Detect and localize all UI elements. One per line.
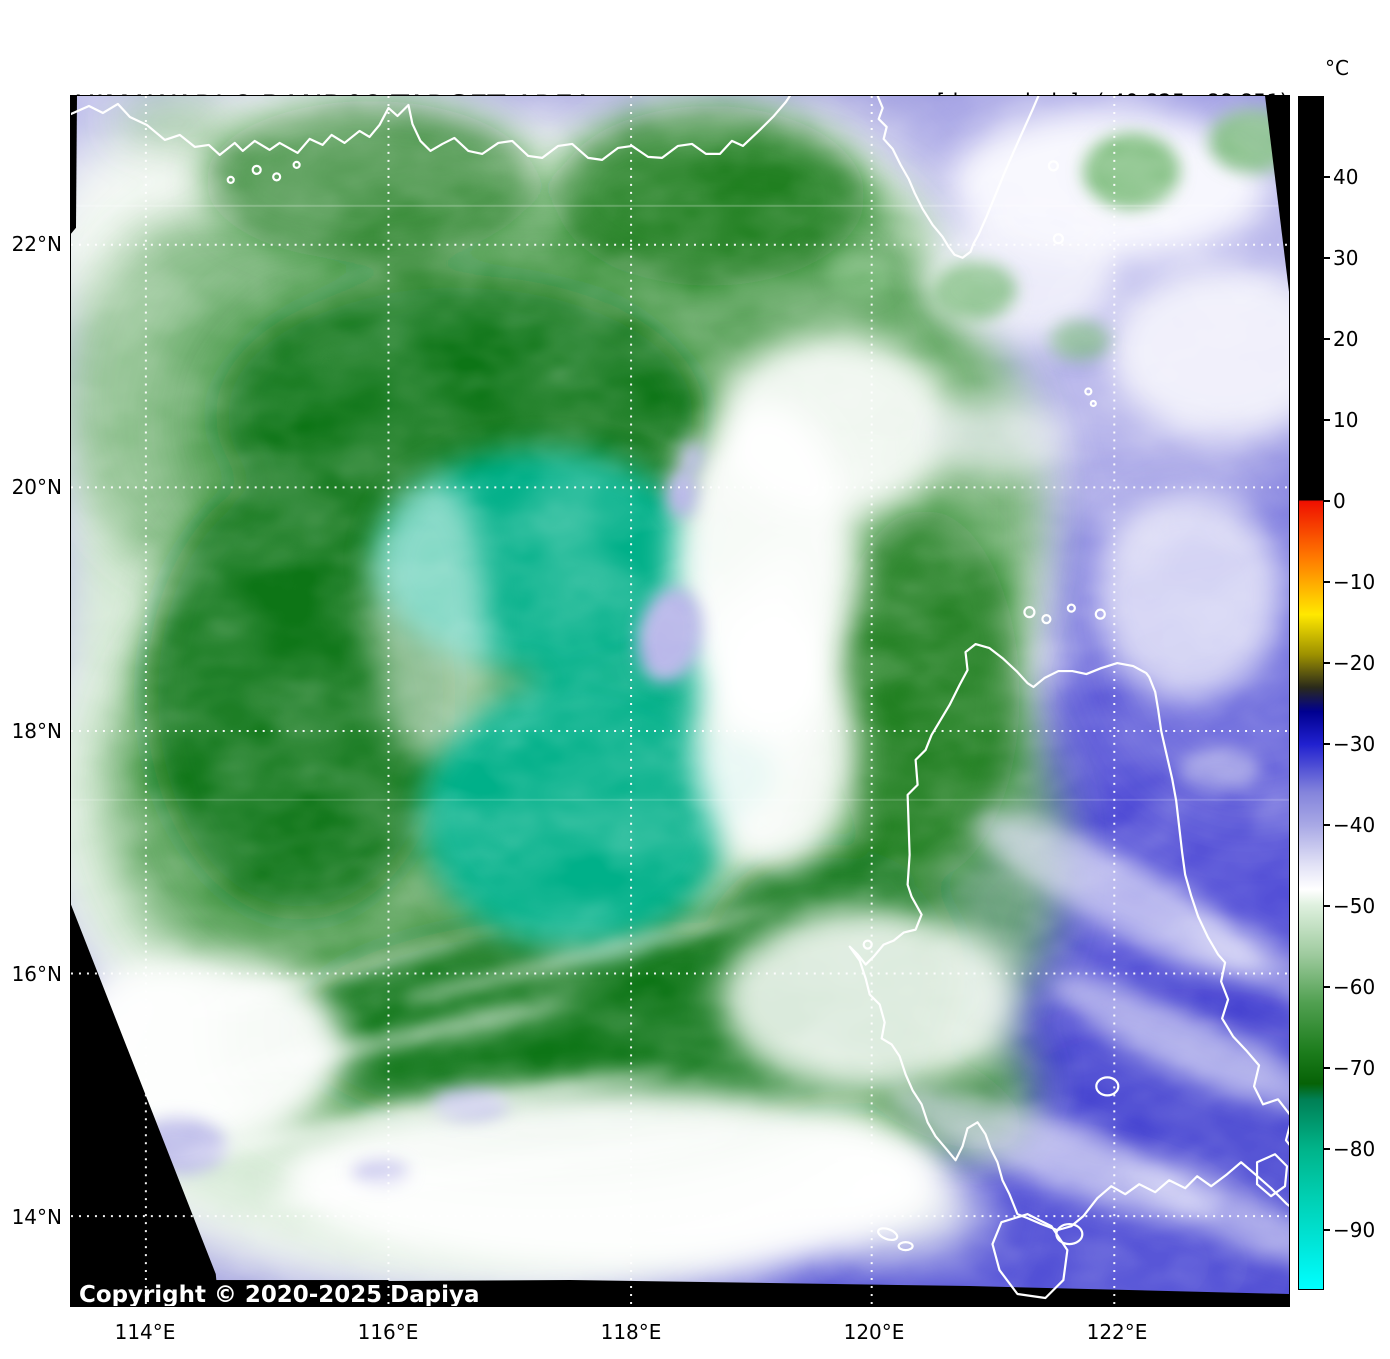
colorbar-tick-mark <box>1324 500 1330 502</box>
colorbar-tick-mark <box>1324 986 1330 988</box>
lon-tick-label: 120°E <box>843 1320 905 1344</box>
colorbar-tick-mark <box>1324 1148 1330 1150</box>
lat-tick-label: 18°N <box>11 719 62 743</box>
lon-tick-label: 116°E <box>357 1320 419 1344</box>
no-data-mask <box>71 96 1289 1306</box>
colorbar-tick-label: 20 <box>1333 327 1359 351</box>
lon-tick-label: 114°E <box>114 1320 176 1344</box>
colorbar-unit-label: °C <box>1325 56 1349 80</box>
colorbar-tick-mark <box>1324 176 1330 178</box>
colorbar-tick-label: −60 <box>1333 975 1376 1000</box>
coastline-polillo <box>1095 1076 1120 1097</box>
lon-tick-label: 118°E <box>600 1320 662 1344</box>
colorbar-tick-label: −90 <box>1333 1218 1376 1243</box>
colorbar-tick-mark <box>1324 581 1330 583</box>
coastline-china <box>71 96 791 161</box>
colorbar-tick-label: 40 <box>1333 165 1359 189</box>
colorbar-tick-mark <box>1324 1229 1330 1231</box>
lat-tick-label: 20°N <box>11 475 62 499</box>
colorbar-tick-label: −80 <box>1333 1137 1376 1162</box>
colorbar-tick-label: 10 <box>1333 408 1359 433</box>
colorbar-tick-mark <box>1324 257 1330 259</box>
colorbar-tick-mark <box>1324 338 1330 340</box>
colorbar-tick-label: −50 <box>1333 894 1376 919</box>
coastlines <box>71 96 1289 1300</box>
lon-tick-label: 122°E <box>1086 1320 1148 1344</box>
lat-tick-label: 16°N <box>11 962 62 986</box>
scan-seam <box>71 798 1289 801</box>
lat-tick-label: 14°N <box>11 1205 62 1229</box>
satellite-map: Copyright © 2020-2025 Dapiya <box>70 95 1290 1307</box>
coastline-mindoro <box>991 1213 1069 1300</box>
colorbar-tick-label: −20 <box>1333 651 1376 676</box>
colorbar-tick-mark <box>1324 419 1330 421</box>
scan-seam <box>71 204 1289 207</box>
colorbar-tick-mark <box>1324 824 1330 826</box>
coastline-taiwan <box>876 96 1040 259</box>
colorbar-tick-label: −10 <box>1333 570 1376 595</box>
colorbar-tick-label: −70 <box>1333 1056 1376 1081</box>
colorbar <box>1298 96 1324 1290</box>
colorbar-tick-mark <box>1324 662 1330 664</box>
colorbar-tick-mark <box>1324 905 1330 907</box>
copyright-label: Copyright © 2020-2025 Dapiya <box>79 1282 479 1306</box>
colorbar-tick-label: 30 <box>1333 246 1359 270</box>
colorbar-tick-label: −30 <box>1333 732 1376 757</box>
colorbar-tick-label: 0 <box>1333 489 1346 514</box>
coastline-marinduque <box>1055 1223 1084 1246</box>
map-svg: Copyright © 2020-2025 Dapiya <box>71 96 1289 1306</box>
cloud-texture <box>71 96 1289 1306</box>
lat-tick-label: 22°N <box>11 232 62 256</box>
cloud-field <box>71 96 1289 1306</box>
colorbar-tick-mark <box>1324 1067 1330 1069</box>
coastline-luzon <box>848 642 1289 1232</box>
colorbar-tick-label: −40 <box>1333 813 1376 838</box>
coastline-catanduanes <box>1255 1153 1289 1198</box>
colorbar-tick-mark <box>1324 743 1330 745</box>
